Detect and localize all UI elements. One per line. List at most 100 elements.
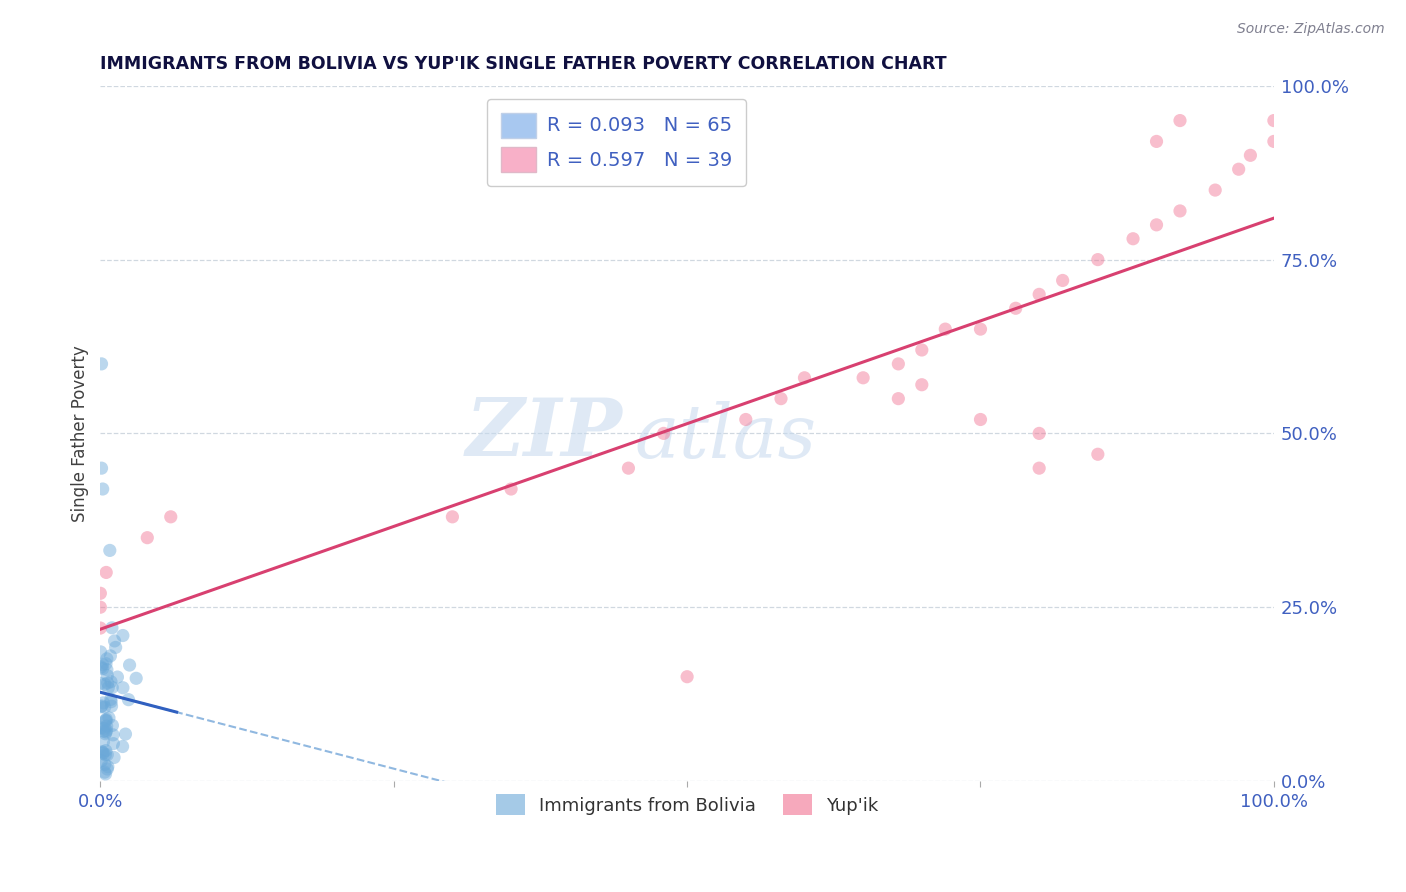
- Point: [101, 621, 124, 635]
- Point: [91, 747, 114, 761]
- Point: [96, 668, 118, 682]
- Point: [969, 322, 991, 336]
- Point: [125, 671, 148, 685]
- Point: [94, 757, 117, 772]
- Point: [501, 482, 523, 496]
- Point: [1263, 135, 1285, 149]
- Point: [89, 600, 111, 615]
- Point: [96, 712, 118, 726]
- Point: [104, 640, 127, 655]
- Text: atlas: atlas: [634, 401, 817, 473]
- Point: [1052, 273, 1074, 287]
- Point: [90, 754, 112, 768]
- Point: [734, 412, 756, 426]
- Point: [94, 727, 117, 741]
- Point: [111, 681, 134, 695]
- Point: [1168, 203, 1191, 218]
- Point: [887, 392, 910, 406]
- Point: [91, 745, 114, 759]
- Point: [93, 765, 115, 780]
- Point: [1028, 287, 1050, 301]
- Point: [97, 676, 120, 690]
- Point: [1087, 252, 1109, 267]
- Point: [90, 357, 112, 371]
- Point: [96, 747, 118, 762]
- Point: [1263, 113, 1285, 128]
- Point: [96, 762, 118, 776]
- Point: [1122, 232, 1144, 246]
- Point: [769, 392, 792, 406]
- Point: [100, 674, 122, 689]
- Point: [90, 660, 112, 674]
- Point: [441, 509, 464, 524]
- Point: [1004, 301, 1026, 316]
- Point: [969, 412, 991, 426]
- Point: [97, 759, 120, 773]
- Point: [1028, 426, 1050, 441]
- Point: [1146, 218, 1168, 232]
- Point: [100, 648, 122, 663]
- Legend: Immigrants from Bolivia, Yup'ik: Immigrants from Bolivia, Yup'ik: [486, 785, 887, 824]
- Point: [100, 699, 122, 714]
- Point: [96, 719, 118, 733]
- Point: [89, 621, 111, 635]
- Point: [96, 566, 118, 580]
- Point: [98, 543, 121, 558]
- Point: [117, 692, 139, 706]
- Point: [793, 371, 815, 385]
- Point: [94, 714, 117, 728]
- Point: [98, 711, 121, 725]
- Point: [103, 737, 125, 751]
- Point: [887, 357, 910, 371]
- Point: [136, 531, 159, 545]
- Point: [1146, 135, 1168, 149]
- Point: [852, 371, 875, 385]
- Point: [93, 677, 115, 691]
- Point: [93, 722, 115, 736]
- Point: [94, 744, 117, 758]
- Point: [90, 645, 112, 659]
- Point: [107, 670, 129, 684]
- Point: [97, 681, 120, 695]
- Point: [90, 721, 112, 735]
- Point: [91, 657, 114, 672]
- Point: [93, 696, 115, 710]
- Point: [103, 634, 125, 648]
- Point: [101, 681, 124, 695]
- Point: [114, 727, 136, 741]
- Point: [111, 739, 134, 754]
- Point: [96, 652, 118, 666]
- Point: [91, 662, 114, 676]
- Point: [91, 745, 114, 759]
- Point: [89, 586, 111, 600]
- Point: [90, 461, 112, 475]
- Point: [94, 767, 117, 781]
- Point: [1239, 148, 1261, 162]
- Point: [118, 658, 141, 673]
- Text: Source: ZipAtlas.com: Source: ZipAtlas.com: [1237, 22, 1385, 37]
- Point: [94, 725, 117, 739]
- Point: [617, 461, 640, 475]
- Point: [94, 747, 117, 762]
- Point: [100, 692, 122, 706]
- Point: [94, 714, 117, 728]
- Point: [100, 695, 122, 709]
- Text: ZIP: ZIP: [465, 394, 623, 472]
- Point: [911, 377, 934, 392]
- Point: [91, 482, 114, 496]
- Point: [111, 628, 134, 642]
- Point: [93, 700, 115, 714]
- Point: [676, 670, 699, 684]
- Point: [159, 509, 181, 524]
- Point: [934, 322, 956, 336]
- Point: [96, 663, 118, 677]
- Point: [1227, 162, 1250, 177]
- Point: [652, 426, 675, 441]
- Point: [93, 724, 115, 739]
- Point: [911, 343, 934, 357]
- Text: IMMIGRANTS FROM BOLIVIA VS YUP'IK SINGLE FATHER POVERTY CORRELATION CHART: IMMIGRANTS FROM BOLIVIA VS YUP'IK SINGLE…: [100, 55, 948, 73]
- Point: [90, 699, 112, 714]
- Point: [1204, 183, 1226, 197]
- Point: [101, 718, 124, 732]
- Point: [1168, 113, 1191, 128]
